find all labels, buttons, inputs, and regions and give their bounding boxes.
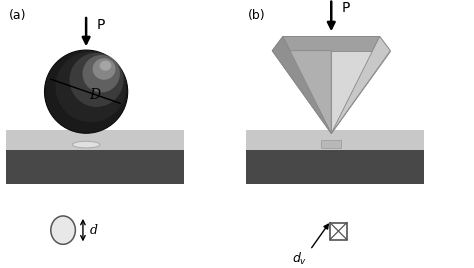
Ellipse shape [92, 58, 116, 80]
Polygon shape [321, 140, 341, 148]
Ellipse shape [82, 55, 120, 92]
Polygon shape [283, 36, 380, 133]
Text: d: d [90, 224, 98, 237]
Polygon shape [330, 222, 347, 240]
Ellipse shape [70, 53, 124, 107]
Text: (a): (a) [9, 9, 27, 23]
Text: D: D [89, 88, 100, 102]
Ellipse shape [73, 141, 100, 148]
Ellipse shape [51, 216, 75, 244]
Text: P: P [342, 1, 350, 15]
Polygon shape [246, 150, 424, 184]
Ellipse shape [55, 51, 126, 122]
Ellipse shape [100, 61, 111, 71]
Ellipse shape [45, 50, 128, 133]
Polygon shape [272, 36, 390, 51]
Text: (b): (b) [247, 9, 265, 23]
Polygon shape [272, 36, 331, 133]
Polygon shape [272, 51, 331, 133]
Polygon shape [246, 131, 424, 150]
Polygon shape [6, 150, 183, 184]
Polygon shape [331, 36, 390, 133]
Polygon shape [6, 131, 183, 150]
Text: P: P [97, 17, 105, 32]
Polygon shape [331, 51, 390, 133]
Text: $d_v$: $d_v$ [292, 251, 308, 267]
